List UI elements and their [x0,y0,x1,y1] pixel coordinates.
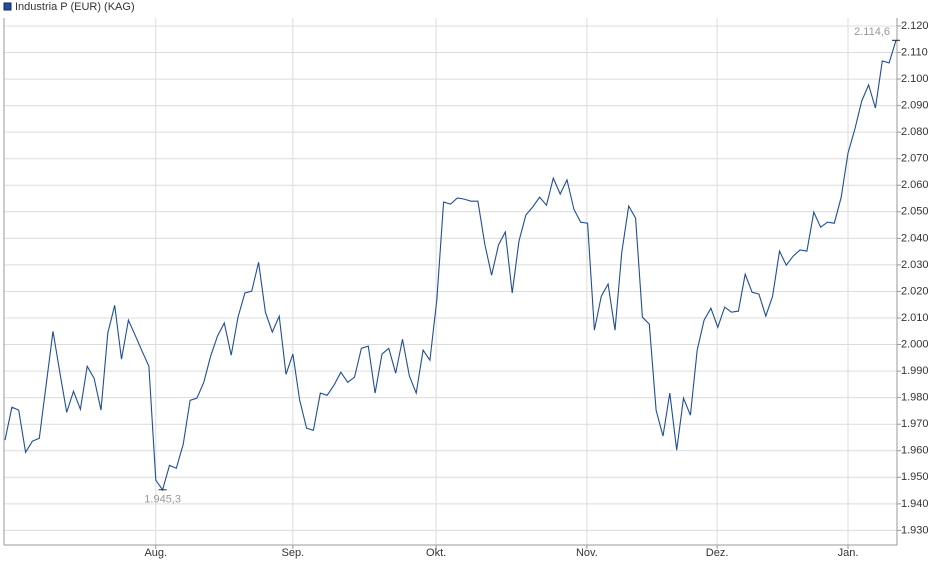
y-tick-label: 1.990 [901,365,929,377]
legend-swatch [3,2,12,11]
y-tick-label: 2.020 [901,285,929,297]
x-tick-label: Jan. [838,547,859,559]
y-tick-label: 2.090 [901,100,929,112]
y-tick-label: 2.100 [901,73,929,85]
y-tick-label: 1.960 [901,445,929,457]
y-tick-label: 2.030 [901,259,929,271]
x-tick-label: Aug. [144,547,167,559]
y-tick-label: 2.110 [901,46,928,58]
annotation: 2.114,6 [854,26,890,38]
y-tick-label: 2.000 [901,338,929,350]
y-tick-label: 1.950 [901,471,929,483]
data-line [4,40,897,492]
x-tick-label: Sep. [282,547,305,559]
y-tick-label: 2.040 [901,232,929,244]
annotation: 1.945,3 [144,494,181,506]
y-tick-label: 2.120 [901,20,929,32]
x-tick-label: Dez. [706,547,729,559]
y-tick-label: 2.050 [901,206,929,218]
y-tick-label: 2.070 [901,153,929,165]
legend-label: Industria P (EUR) (KAG) [15,1,135,13]
y-tick-label: 1.970 [901,418,929,430]
y-tick-label: 1.930 [901,524,929,536]
y-tick-label: 2.010 [901,312,929,324]
x-tick-label: Nov. [576,547,598,559]
y-tick-label: 2.080 [901,126,929,138]
y-tick-label: 1.980 [901,392,929,404]
y-tick-label: 1.940 [901,498,929,510]
y-tick-label: 2.060 [901,179,929,191]
x-tick-label: Okt. [426,547,446,559]
